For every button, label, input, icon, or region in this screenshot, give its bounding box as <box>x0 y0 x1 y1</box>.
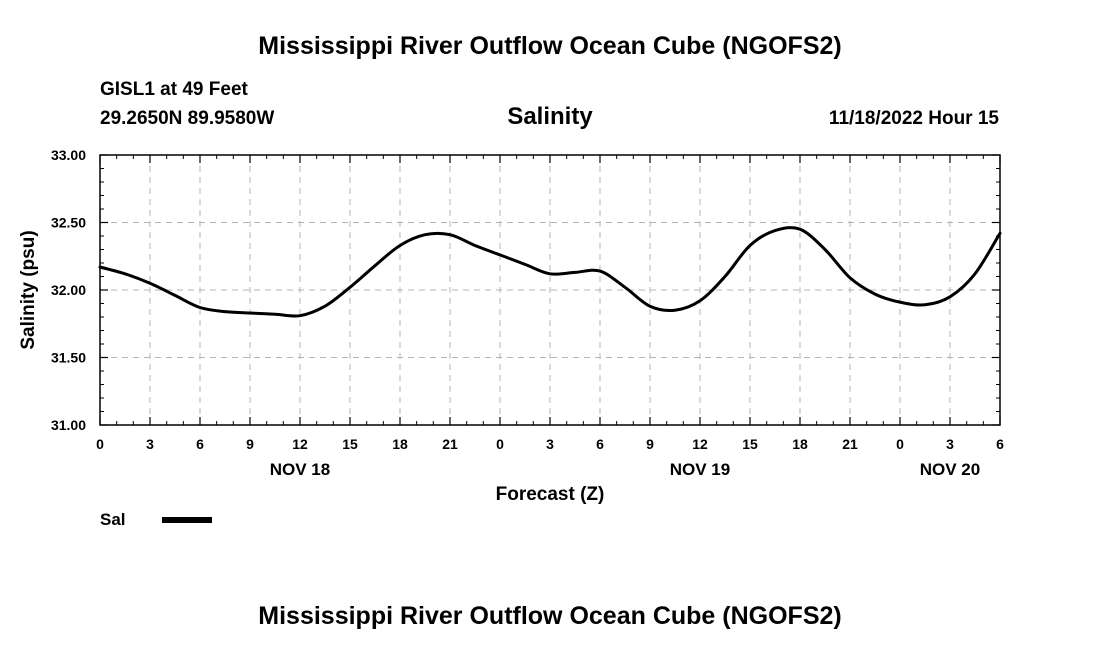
grid <box>100 155 1000 425</box>
chart-title: Salinity <box>507 103 593 130</box>
x-tick-label: 6 <box>996 436 1004 452</box>
x-tick-label: 12 <box>292 436 308 452</box>
y-axis-label: Salinity (psu) <box>18 230 39 349</box>
x-tick-label: 18 <box>392 436 408 452</box>
page-title: Mississippi River Outflow Ocean Cube (NG… <box>258 32 841 60</box>
x-tick-label: 15 <box>342 436 358 452</box>
x-tick-label: 0 <box>896 436 904 452</box>
y-tick-label: 32.50 <box>51 215 86 231</box>
x-tick-label: 9 <box>246 436 254 452</box>
day-label: NOV 18 <box>270 460 330 479</box>
day-label: NOV 19 <box>670 460 730 479</box>
x-tick-label: 3 <box>546 436 554 452</box>
y-tick-label: 31.00 <box>51 417 86 433</box>
y-tick-label: 33.00 <box>51 147 86 163</box>
legend-label-sal: Sal <box>100 510 126 529</box>
x-tick-label: 3 <box>946 436 954 452</box>
x-tick-label: 9 <box>646 436 654 452</box>
x-axis-label: Forecast (Z) <box>496 484 605 505</box>
station-name: GISL1 at 49 Feet <box>100 79 249 100</box>
plot-frame <box>99 154 1001 426</box>
x-tick-label: 6 <box>596 436 604 452</box>
day-label: NOV 20 <box>920 460 980 479</box>
tick-labels: 0 3 6 9 12 15 18 21 0 3 6 9 12 15 18 21 0 3 6 31.00 31.50 32.… <box>51 147 1004 479</box>
x-tick-label: 18 <box>792 436 808 452</box>
series-line-sal <box>98 226 1002 318</box>
x-tick-label: 0 <box>496 436 504 452</box>
legend: Sal <box>100 510 212 529</box>
x-tick-label: 12 <box>692 436 708 452</box>
x-tick-label: 3 <box>146 436 154 452</box>
x-tick-label: 15 <box>742 436 758 452</box>
x-tick-label: 6 <box>196 436 204 452</box>
station-coords: 29.2650N 89.9580W <box>100 108 274 129</box>
page-title-bottom: Mississippi River Outflow Ocean Cube (NG… <box>258 602 841 630</box>
y-tick-label: 31.50 <box>51 350 86 366</box>
forecast-datetime: 11/18/2022 Hour 15 <box>829 108 999 129</box>
y-tick-label: 32.00 <box>51 282 86 298</box>
x-tick-label: 21 <box>842 436 858 452</box>
x-tick-label: 21 <box>442 436 458 452</box>
x-tick-label: 0 <box>96 436 104 452</box>
